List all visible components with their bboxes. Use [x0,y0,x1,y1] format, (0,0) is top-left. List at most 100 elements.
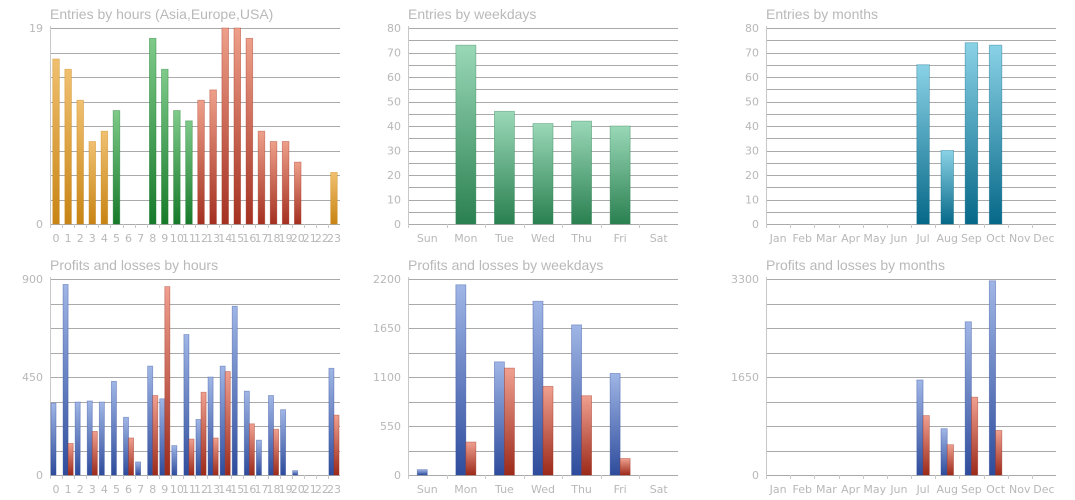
x-tick-label: Jul [915,483,929,496]
bar [197,99,205,225]
x-tick-label: 16 [242,232,256,245]
bar-profit [532,300,544,476]
x-tick-label: Jan [769,232,787,245]
x-tick-label: 6 [125,483,132,496]
chart-plot: 0 550 1100 1650 2200 Sun Mon Tue Wed Thu Fri Sat [373,273,678,496]
bar-profit [195,419,202,476]
x-tick-label: 3 [89,232,96,245]
x-tick-label: Wed [531,232,555,245]
y-tick-label: 2200 [373,273,401,286]
y-tick-label: 70 [387,47,401,60]
x-tick-label: 14 [218,232,232,245]
x-tick-label: 22 [315,483,329,496]
bar-loss [581,395,592,476]
x-tick-label: 19 [279,232,293,245]
bar-loss [971,396,979,476]
bar-profit [50,402,57,476]
x-tick-label: Feb [793,232,812,245]
bar-profit [231,305,238,476]
x-tick-label: Sun [417,232,438,245]
chart-title: Profits and losses by weekdays [408,257,604,273]
bar-loss [200,391,207,476]
chart-plot: 0 1650 3300 Jan Feb Mar Apr May Jun Jul Aug Sep Oct N… [731,273,1056,496]
x-tick-label: Mon [454,232,477,245]
x-tick-label: 1 [65,483,72,496]
x-tick-label: 5 [113,483,120,496]
y-tick-label: 80 [387,22,401,35]
bar [76,99,84,225]
x-tick-label: Sep [961,483,982,496]
bar-profit [280,409,287,476]
x-tick-label: Aug [937,232,958,245]
bar [330,172,338,225]
x-tick-label: 23 [327,483,341,496]
x-tick-label: Oct [986,483,1006,496]
bar-loss [333,414,340,476]
x-tick-label: May [863,483,886,496]
bar-loss [212,437,219,476]
bar-loss [164,286,171,476]
y-tick-label: 70 [745,47,759,60]
y-tick-label: 1650 [373,322,401,335]
chart-entries-by-months: Entries by months 0 10 20 30 40 50 60 70 80 Jan Fe… [745,6,1066,246]
y-tick-label: 30 [745,145,759,158]
bar-profit [86,400,93,476]
bar-loss [248,423,255,476]
bar-profit [292,470,299,476]
bar [455,44,477,225]
x-tick-label: Nov [1009,483,1031,496]
chart-profits-losses-by-hours: Profits and losses by hours 0 450 900 0 1 2 3 4… [22,257,350,497]
bar [185,120,193,225]
bar-profit [123,416,129,476]
x-tick-label: Sep [961,232,982,245]
bar-profit [62,284,69,476]
x-tick-label: Oct [986,232,1006,245]
bar [233,27,242,225]
bar [940,150,954,225]
bar [209,89,217,225]
bar-profit [328,367,335,476]
x-tick-label: 20 [291,483,305,496]
bar-loss [465,441,477,476]
bar-profit [255,439,262,476]
bar [64,68,72,225]
x-tick-label: Mon [454,483,477,496]
bar [245,37,254,225]
y-tick-label: 80 [745,22,759,35]
chart-entries-by-hours: Entries by hours (Asia,Europe,USA) 0 19 0 1… [29,6,350,246]
bar [173,110,181,225]
x-tick-label: 4 [101,483,108,496]
bar-profit [964,321,972,476]
x-tick-label: 8 [149,483,156,496]
y-tick-label: 30 [387,145,401,158]
bar [494,110,515,225]
y-tick-label: 1100 [373,371,401,384]
x-tick-label: Wed [531,483,555,496]
bar [100,130,109,225]
y-tick-label: 10 [745,194,759,207]
x-tick-label: 7 [137,232,144,245]
bar-loss [67,443,74,476]
bar [532,123,554,225]
y-tick-label: 0 [36,218,43,231]
x-tick-label: 2 [77,232,84,245]
x-tick-label: Nov [1009,232,1031,245]
x-tick-label: 11 [182,483,196,496]
x-tick-label: 3 [89,483,96,496]
x-tick-label: Apr [841,483,861,496]
x-tick-label: Jan [769,483,787,496]
x-tick-label: Sat [650,232,669,245]
bar-profit [268,395,274,476]
bar-loss [224,371,231,476]
chart-title: Entries by hours (Asia,Europe,USA) [50,6,274,22]
bar [964,42,979,225]
x-tick-label: 5 [113,232,120,245]
bar-loss [152,395,159,476]
chart-plot: 0 10 20 30 40 50 60 70 80 Sun Mon Tue Wed Thu Fri Sat [387,22,678,245]
x-tick-label: 6 [125,232,132,245]
bar-loss [188,438,195,476]
y-tick-label: 40 [745,120,759,133]
x-tick-label: 16 [242,483,256,496]
x-tick-label: 2 [77,483,84,496]
